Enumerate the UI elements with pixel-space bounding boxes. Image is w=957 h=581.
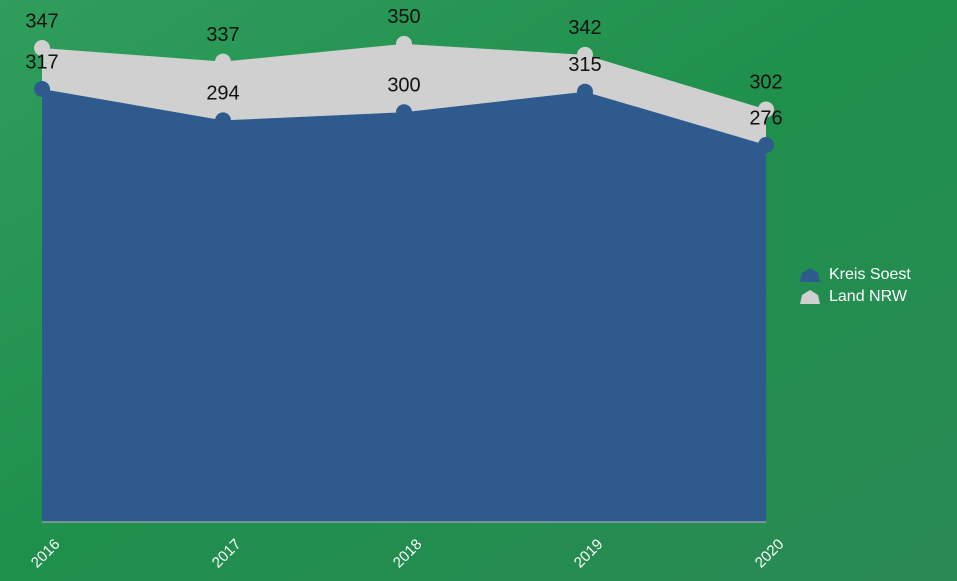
data-label: 342 xyxy=(568,17,601,39)
legend-swatch xyxy=(800,290,820,304)
point xyxy=(577,83,593,100)
data-label: 276 xyxy=(749,107,782,129)
legend-label: Kreis Soest xyxy=(829,266,911,283)
point xyxy=(34,39,50,56)
data-label: 302 xyxy=(749,72,782,94)
point xyxy=(215,53,231,70)
data-label: 350 xyxy=(387,6,420,28)
data-label: 337 xyxy=(206,24,239,46)
data-label: 315 xyxy=(568,54,601,76)
data-label: 300 xyxy=(387,74,420,96)
data-label: 347 xyxy=(25,10,58,32)
point xyxy=(758,101,774,118)
point xyxy=(215,112,231,129)
point xyxy=(396,104,412,121)
point xyxy=(34,80,50,97)
point xyxy=(577,46,593,63)
legend-swatch xyxy=(800,268,820,282)
point xyxy=(396,35,412,52)
legend-label: Land NRW xyxy=(829,288,908,305)
data-label: 294 xyxy=(206,83,239,105)
area xyxy=(42,88,766,522)
data-label: 317 xyxy=(25,51,58,73)
point xyxy=(758,136,774,153)
